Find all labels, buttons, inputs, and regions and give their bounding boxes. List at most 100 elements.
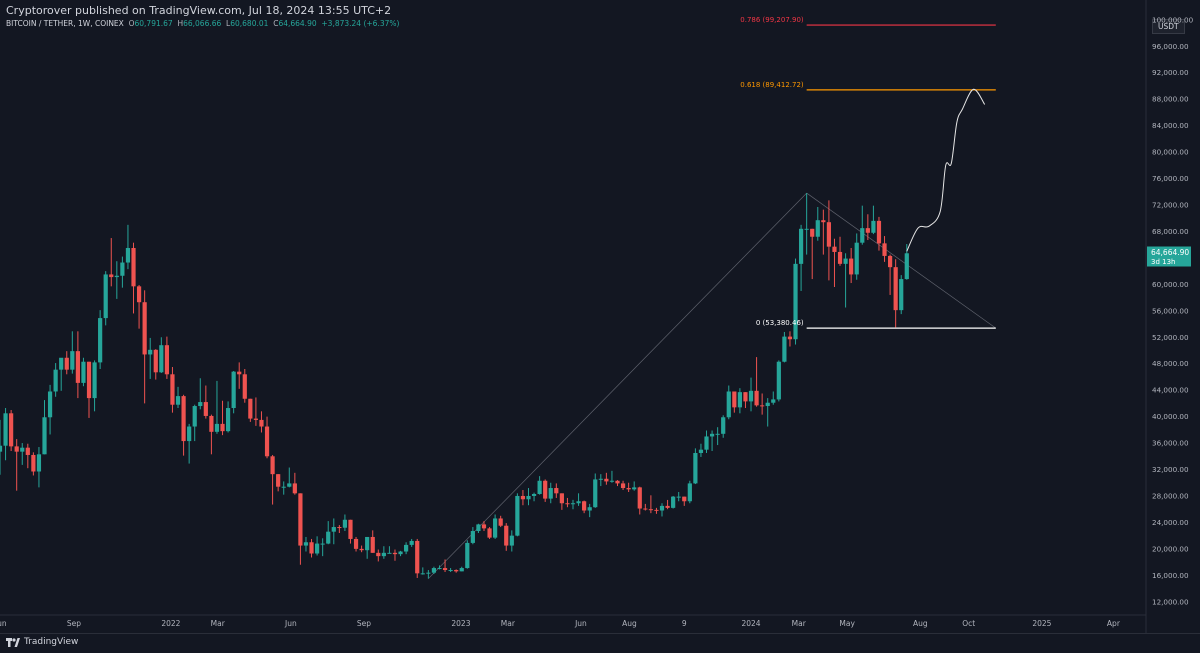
candle (698, 443, 704, 457)
candle-body (531, 493, 537, 496)
candle-body (537, 480, 542, 494)
candle-body (342, 519, 348, 528)
candle (587, 503, 592, 518)
candle (704, 430, 709, 453)
candle-body (86, 361, 92, 399)
candle (798, 224, 804, 291)
candle (849, 247, 854, 284)
candle-body (64, 357, 69, 370)
fib-label-2: 0 (53,380.46) (756, 319, 804, 327)
candle (832, 238, 837, 287)
candle (748, 377, 754, 412)
candle-body (42, 417, 47, 455)
candle-body (198, 402, 203, 407)
candle-body (348, 519, 353, 539)
candle-body (47, 391, 53, 418)
candle (865, 214, 870, 241)
candle-body (120, 262, 125, 276)
candle (487, 527, 492, 539)
candle (20, 443, 25, 465)
candle (459, 566, 464, 572)
candle-body (248, 398, 253, 419)
candle-body (609, 480, 615, 482)
candle-body (893, 267, 898, 311)
candle (9, 410, 14, 451)
candle-body (481, 524, 487, 529)
candle-body (270, 456, 275, 475)
candle (3, 408, 8, 461)
candle-body (420, 573, 425, 575)
candle-body (598, 478, 603, 480)
candle (448, 568, 453, 573)
candle-body (615, 480, 620, 484)
price-tick-label: 32,000.00 (1152, 465, 1189, 474)
candle (187, 423, 192, 464)
price-tick-label: 92,000.00 (1152, 68, 1189, 77)
candle-body (682, 496, 687, 502)
candle (559, 493, 564, 510)
candle-body (754, 390, 759, 406)
candle (81, 357, 86, 387)
candle (654, 507, 659, 514)
candle-body (326, 531, 331, 544)
candle-body (0, 445, 3, 452)
price-axis[interactable]: 12,000.00 16,000.00 20,000.00 24,000.00 28,0… (1152, 15, 1194, 606)
candle-body (515, 495, 520, 536)
symbol-label[interactable]: BITCOIN / TETHER, 1W, COINEX (6, 19, 124, 28)
candle-body (203, 402, 208, 416)
price-chart[interactable]: 0.786 (99,207.90) 0.618 (89,412.72) 0 (53,… (0, 0, 1200, 633)
candle (609, 470, 615, 483)
candle (509, 530, 514, 552)
candle-body (31, 454, 36, 472)
candle-body (242, 374, 247, 399)
candle (231, 370, 236, 414)
candle (342, 514, 348, 532)
candle-body (821, 220, 826, 223)
candle-body (726, 391, 731, 418)
candle (543, 479, 548, 502)
candle (454, 569, 459, 573)
price-tick-label: 28,000.00 (1152, 491, 1189, 500)
candle-body (715, 433, 720, 435)
candle (693, 448, 698, 485)
candle (637, 486, 642, 515)
tradingview-brand: TradingView (24, 637, 79, 647)
candle-body (743, 392, 748, 402)
candle-body (459, 568, 464, 572)
projection (906, 88, 986, 252)
candle-body (365, 536, 370, 551)
candle-body (170, 374, 175, 405)
price-tick-label: 60,000.00 (1152, 280, 1189, 289)
tradingview-logo[interactable]: TradingView (6, 637, 78, 647)
candle (331, 518, 336, 545)
candle-body (760, 405, 765, 407)
candle (481, 521, 487, 532)
candle-body (776, 361, 781, 400)
candle-body (620, 483, 626, 489)
publisher-line: Cryptorover published on TradingView.com… (6, 4, 392, 17)
candle-body (543, 480, 548, 499)
candle-body (626, 488, 631, 490)
candle-body (75, 351, 80, 383)
candle (136, 285, 142, 329)
time-tick-label: Aug (913, 619, 928, 628)
time-axis[interactable]: Jun Sep 2022 Mar Jun Sep 2023 Mar Jun Aug 9 2024 Mar… (0, 619, 1121, 628)
candle (620, 480, 626, 491)
currency-badge[interactable]: USDT (1152, 19, 1185, 34)
candle-body (59, 357, 64, 370)
candle-body (36, 454, 42, 472)
candle (281, 481, 286, 495)
candle (359, 545, 364, 553)
candle-body (454, 570, 459, 572)
candle (737, 388, 742, 414)
candle (665, 499, 670, 510)
candle (131, 242, 136, 314)
candle-body (604, 478, 609, 482)
candle-body (470, 531, 475, 543)
price-tick-label: 16,000.00 (1152, 571, 1189, 580)
candle-body (298, 493, 303, 546)
close-value: 64,664.90 (278, 19, 317, 28)
candle (220, 400, 225, 436)
candle-body (337, 527, 342, 529)
candles (0, 193, 909, 579)
